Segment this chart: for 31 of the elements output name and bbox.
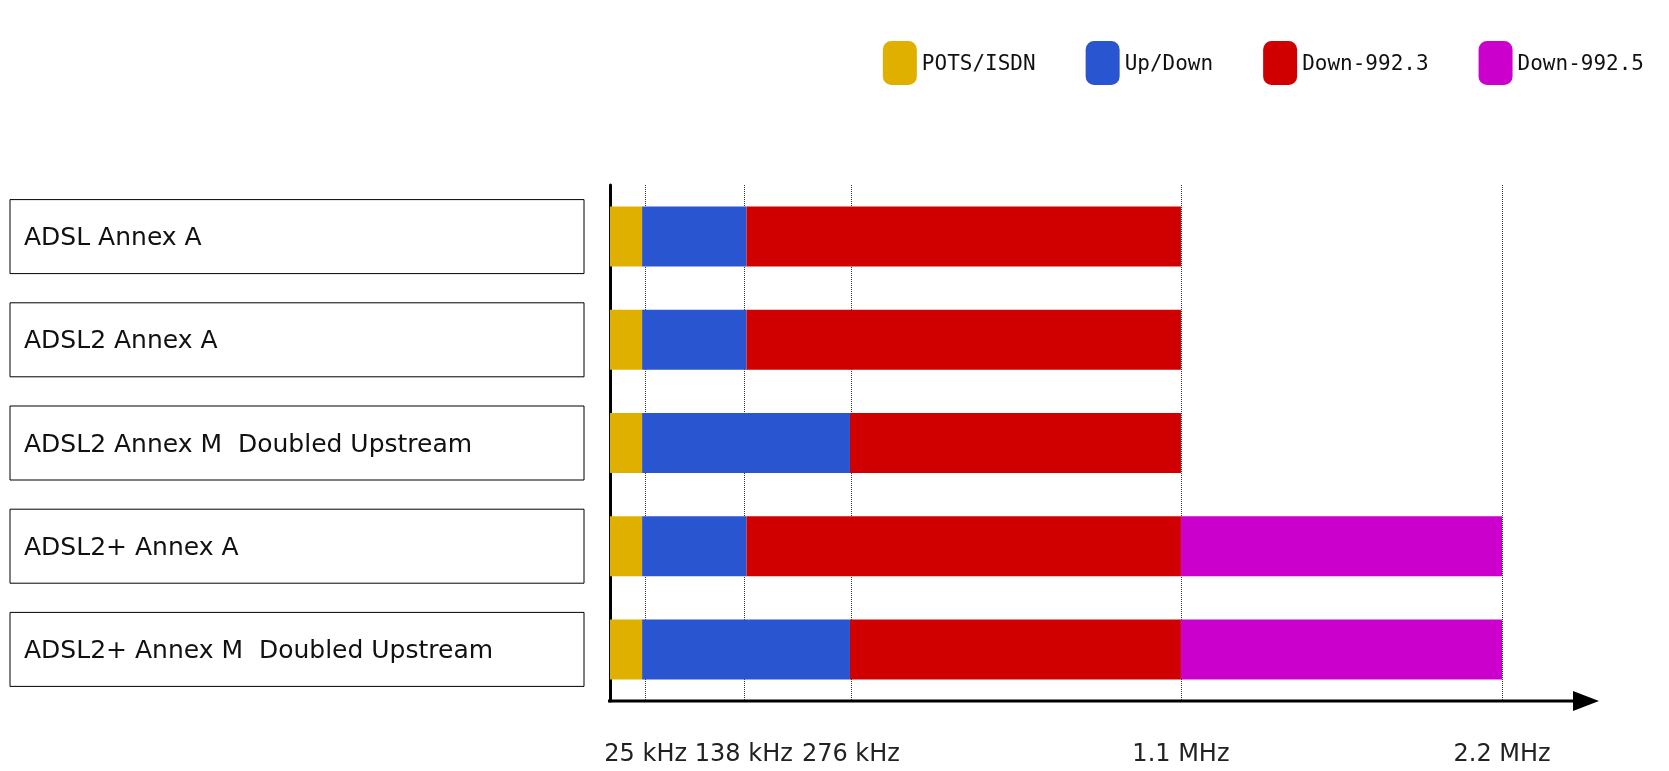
- bar: [610, 413, 643, 473]
- legend-label: Up/Down: [1124, 51, 1214, 75]
- y-tick-label: ADSL2 Annex M Doubled Upstream: [24, 428, 473, 458]
- ref-line-label: 138 kHz: [694, 739, 793, 767]
- bar: [642, 516, 747, 577]
- y-tick-label: ADSL2+ Annex A: [24, 531, 239, 561]
- y-tick-label: ADSL2 Annex A: [24, 325, 218, 355]
- ref-line-label: 25 kHz: [604, 739, 688, 767]
- legend-label: Down-992.3: [1302, 51, 1429, 75]
- bar: [849, 413, 1181, 473]
- bar: [610, 516, 643, 577]
- legend-label: POTS/ISDN: [921, 51, 1036, 75]
- bar: [642, 206, 747, 267]
- bar: [849, 619, 1181, 680]
- bar: [610, 206, 643, 267]
- bar: [642, 309, 747, 370]
- bar: [642, 413, 850, 473]
- bar: [746, 516, 1181, 577]
- bar: [642, 619, 850, 680]
- ref-line-label: 2.2 MHz: [1453, 739, 1551, 767]
- bar: [746, 309, 1181, 370]
- bar: [1180, 516, 1503, 577]
- ref-line-label: 276 kHz: [801, 739, 900, 767]
- bar: [610, 309, 643, 370]
- bar: [610, 619, 643, 680]
- legend-label: Down-992.5: [1517, 51, 1645, 75]
- y-tick-label: ADSL2+ Annex M Doubled Upstream: [24, 634, 494, 664]
- y-tick-label: ADSL Annex A: [24, 222, 202, 252]
- ref-line-label: 1.1 MHz: [1132, 739, 1230, 767]
- bar: [1180, 619, 1503, 680]
- bar: [746, 206, 1181, 267]
